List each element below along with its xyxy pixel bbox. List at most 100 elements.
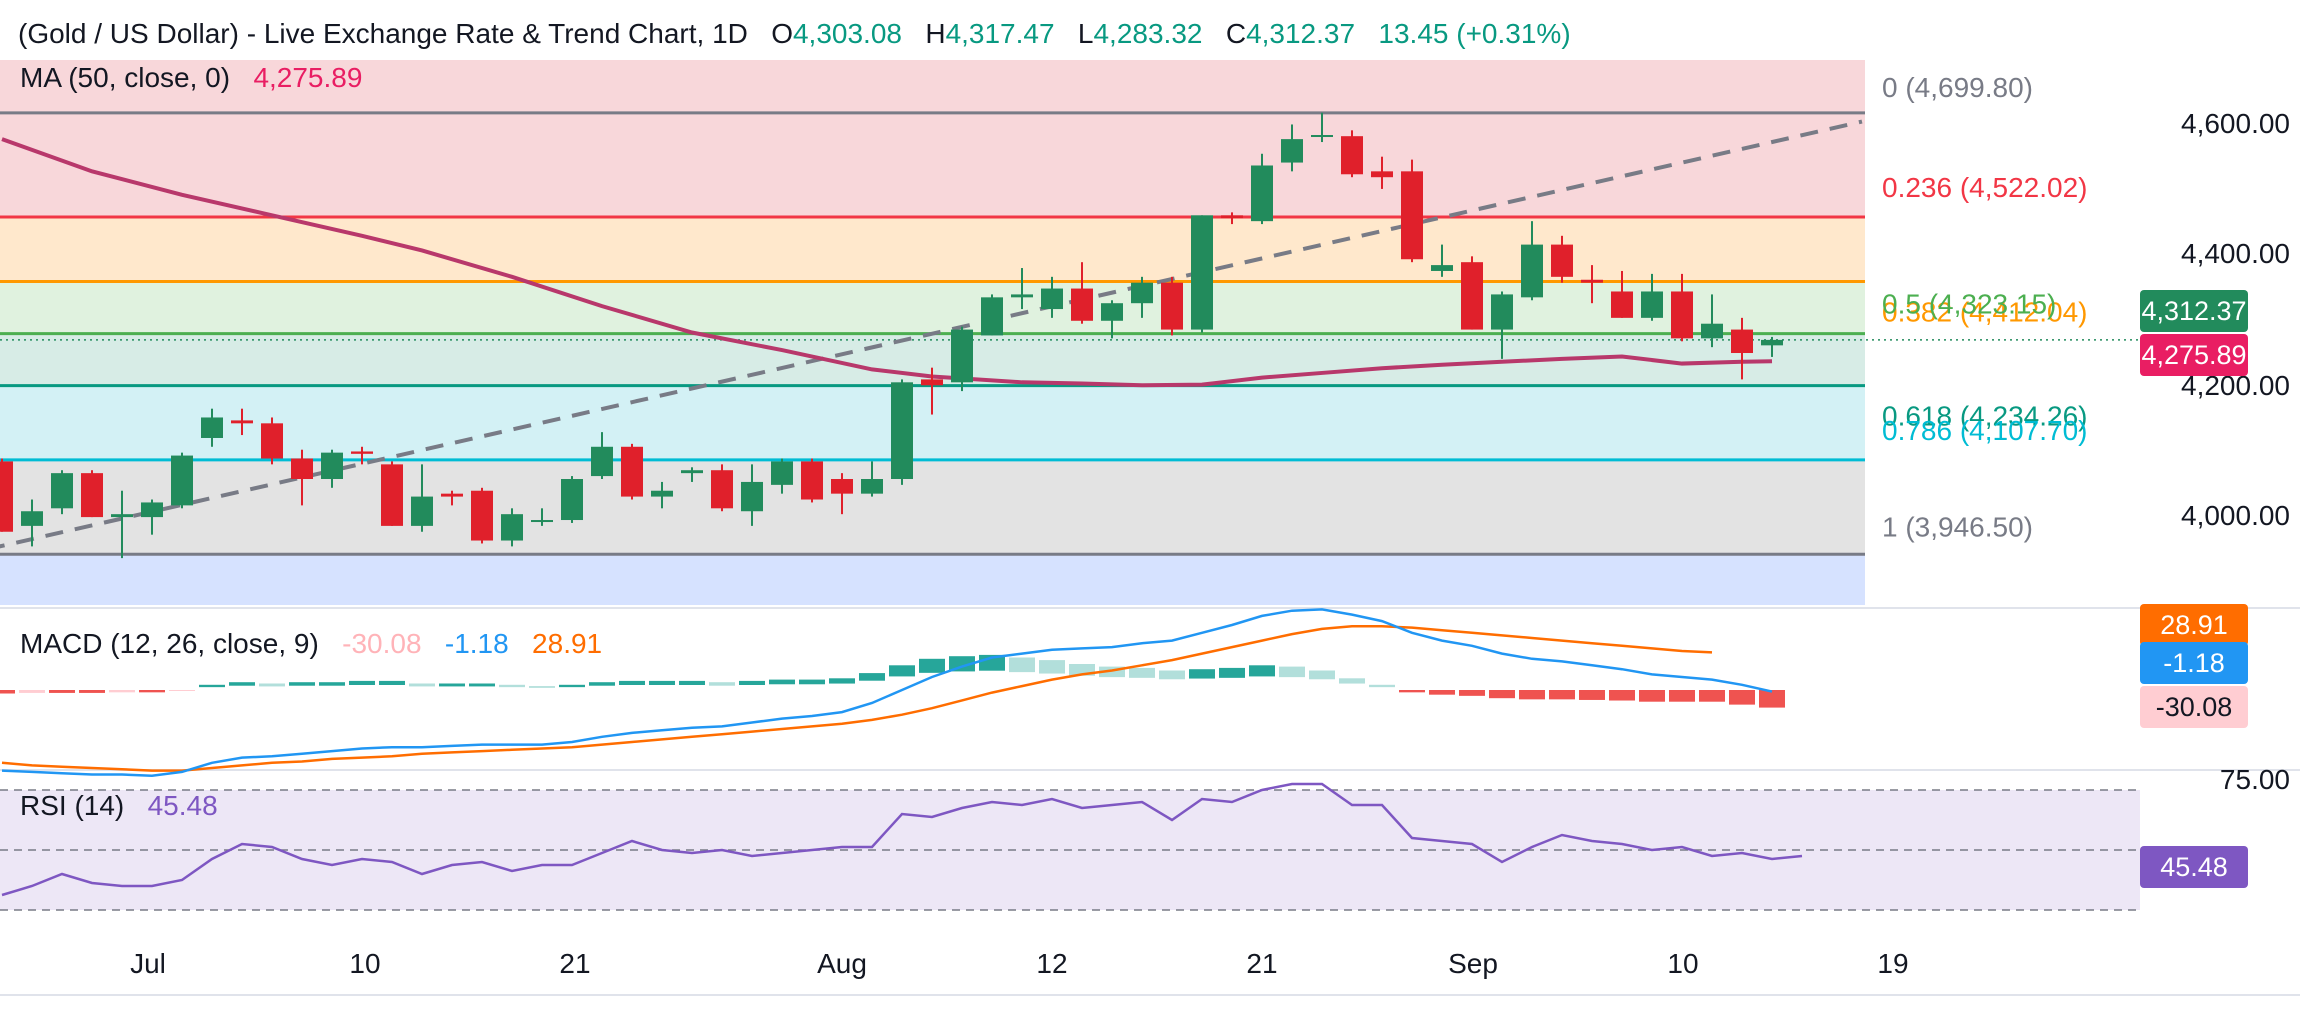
candle-body-47 [1401,171,1423,260]
hist-badge: -30.08 [2140,686,2248,728]
macd-legend[interactable]: MACD (12, 26, close, 9) -30.08 -1.18 28.… [20,628,602,660]
candle-body-19 [561,479,583,521]
macd-hist-bar-25 [739,680,765,685]
macd-hist-bar-44 [1309,670,1335,680]
candle-body-12 [351,451,373,454]
macd-hist-bar-11 [319,682,345,686]
macd-hist-bar-13 [379,680,405,685]
candle-body-36 [1071,288,1093,321]
candle-body-52 [1551,244,1573,277]
open-value: 4,303.08 [792,18,902,49]
ma-name: MA (50, close, 0) [20,62,231,93]
candle-body-30 [891,382,913,480]
fib-zone-5 [0,459,1865,555]
candle-body-56 [1671,291,1693,339]
date-tick-jul-21: 21 [559,948,591,979]
date-tick-sep-10: 10 [1667,948,1699,979]
macd-hist-bar-1 [19,690,45,693]
macd-hist-bar-0 [0,690,15,694]
macd-signal-value: 28.91 [532,628,603,659]
macd-hist-bar-19 [559,684,585,688]
macd-hist-bar-38 [1129,667,1155,678]
candle-body-58 [1731,329,1753,354]
fib-zone-0 [0,112,1865,218]
candle-body-24 [711,470,733,509]
rsi-name: RSI (14) [20,790,125,821]
candle-body-23 [681,470,703,474]
macd-hist-bar-43 [1279,666,1305,678]
candle-body-35 [1041,288,1063,310]
date-tick-aug-21: 21 [1246,948,1278,979]
macd-hist-bar-31 [919,658,945,673]
macd-hist-bar-37 [1099,666,1125,678]
high-value: 4,317.47 [945,18,1055,49]
fib-label-0: 0 (4,699.80) [1882,72,2033,103]
macd-hist-bar-5 [139,690,165,693]
candle-body-29 [861,479,883,494]
candle-body-5 [141,502,163,518]
macd-hist-bar-4 [109,690,135,693]
macd-signal-line [1,625,1713,772]
price-tick-4400: 4,400.00 [2181,238,2290,269]
candle-body-20 [591,446,613,477]
macd-badge: -1.18 [2140,642,2248,684]
macd-hist-bar-50 [1489,690,1515,699]
date-tick-sep: Sep [1448,948,1498,979]
symbol-title: (Gold / US Dollar) - Live Exchange Rate … [18,18,748,49]
macd-hist-bar-6 [169,690,195,691]
candle-body-0 [0,461,13,532]
low-value: 4,283.32 [1093,18,1203,49]
date-tick-aug: Aug [817,948,867,979]
candle-body-54 [1611,291,1633,318]
price-tick-4000: 4,000.00 [2181,500,2290,531]
candle-body-34 [1011,294,1033,298]
macd-hist-bar-54 [1609,690,1635,701]
rsi-value: 45.48 [147,790,218,821]
candle-body-11 [321,452,343,480]
trendline [0,119,1863,549]
macd-hist-bar-45 [1339,678,1365,684]
candle-body-22 [651,490,673,497]
candle-body-38 [1131,282,1153,304]
macd-hist-bar-30 [889,665,915,677]
fib-label-5: 0.786 (4,107.70) [1882,415,2088,446]
candle-body-44 [1311,135,1333,138]
candle-body-55 [1641,291,1663,318]
macd-hist-bar-2 [49,690,75,693]
candle-body-33 [981,297,1003,336]
rsi-badge: 45.48 [2140,846,2248,888]
fib-label-1: 0.236 (4,522.02) [1882,172,2088,203]
candle-body-57 [1701,323,1723,339]
candle-body-51 [1521,244,1543,298]
fib-zone-2 [0,281,1865,334]
price-tick-4600: 4,600.00 [2181,108,2290,139]
macd-hist-bar-35 [1039,660,1065,674]
last-price-badge: 4,312.37 [2140,290,2248,332]
macd-hist-bar-28 [829,678,855,684]
rsi-legend[interactable]: RSI (14) 45.48 [20,790,218,822]
candle-body-39 [1161,282,1183,330]
candle-body-49 [1461,262,1483,330]
macd-hist-bar-10 [289,682,315,686]
fib-label-2: 0.382 (4,412.04) [1882,296,2088,327]
candle-body-27 [801,461,823,500]
candle-body-45 [1341,136,1363,175]
candle-body-42 [1251,165,1273,222]
candle-body-59 [1761,339,1783,346]
macd-hist-bar-57 [1699,690,1725,702]
macd-hist-bar-12 [349,680,375,685]
candle-body-21 [621,446,643,497]
macd-hist-bar-39 [1159,670,1185,680]
fib-zone-6 [0,554,1865,605]
candle-body-32 [951,329,973,383]
candle-body-3 [81,473,103,518]
macd-hist-bar-56 [1669,690,1695,702]
candle-body-50 [1491,294,1513,330]
fib-label-6: 1 (3,946.50) [1882,511,2033,542]
change-value: 13.45 (+0.31%) [1378,18,1571,49]
fib-zone-top [0,60,1865,113]
ma-legend[interactable]: MA (50, close, 0) 4,275.89 [20,62,362,94]
close-label: C [1225,18,1247,49]
macd-hist-bar-16 [469,683,495,687]
